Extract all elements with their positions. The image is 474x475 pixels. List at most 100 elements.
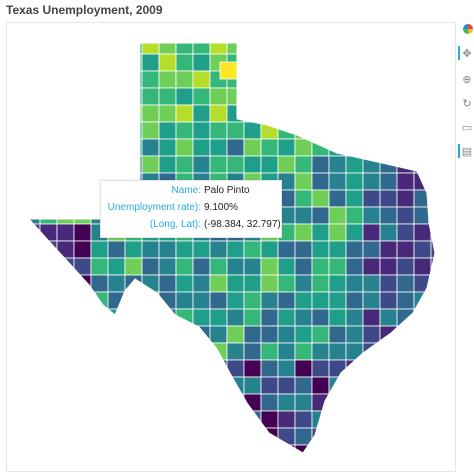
county-shape[interactable] [396,359,415,378]
county-shape[interactable] [329,462,346,473]
county-shape[interactable] [311,376,330,395]
county-shape[interactable] [430,376,448,395]
county-shape[interactable] [226,376,245,395]
county-shape[interactable] [23,308,41,327]
county-shape[interactable] [23,240,41,259]
county-shape[interactable] [363,462,380,473]
county-shape[interactable] [396,308,415,327]
county-shape[interactable] [73,37,92,55]
county-shape[interactable] [345,291,364,310]
county-shape[interactable] [56,342,75,361]
county-shape[interactable] [260,87,279,106]
county-shape[interactable] [39,223,58,242]
county-shape[interactable] [90,70,109,89]
county-shape[interactable] [431,462,448,473]
county-shape[interactable] [362,87,381,106]
county-shape[interactable] [23,155,41,174]
county-shape[interactable] [413,257,432,276]
county-shape[interactable] [396,257,415,276]
county-shape[interactable] [39,189,58,208]
county-shape[interactable] [430,393,448,412]
county-shape[interactable] [413,172,432,191]
county-shape[interactable] [107,138,126,157]
county-shape[interactable] [294,359,313,378]
county-shape[interactable] [39,444,58,462]
county-shape[interactable] [23,376,41,395]
county-shape[interactable] [226,427,245,446]
county-shape[interactable] [39,427,58,446]
county-shape[interactable] [345,427,364,446]
county-shape[interactable] [362,172,381,191]
county-shape[interactable] [413,444,432,462]
county-shape[interactable] [362,393,381,412]
county-shape[interactable] [362,376,381,395]
county-shape[interactable] [328,308,347,327]
county-shape[interactable] [39,410,58,429]
county-shape[interactable] [413,104,432,123]
county-shape[interactable] [56,291,75,310]
county-shape[interactable] [328,257,347,276]
county-shape[interactable] [73,291,92,310]
county-shape[interactable] [243,427,262,446]
county-shape[interactable] [175,291,194,310]
county-shape[interactable] [328,121,347,140]
county-shape[interactable] [413,240,432,259]
county-shape[interactable] [124,393,143,412]
county-shape[interactable] [328,37,347,55]
county-shape[interactable] [141,37,160,55]
county-shape[interactable] [141,53,160,72]
county-shape[interactable] [396,121,415,140]
county-shape[interactable] [277,240,296,259]
county-shape[interactable] [345,325,364,344]
county-shape[interactable] [73,172,92,191]
county-shape[interactable] [362,274,381,293]
county-shape[interactable] [345,70,364,89]
county-shape[interactable] [124,121,143,140]
county-shape[interactable] [73,308,92,327]
county-shape[interactable] [107,359,126,378]
county-shape[interactable] [278,462,295,473]
county-shape[interactable] [141,410,160,429]
county-shape[interactable] [311,291,330,310]
county-shape[interactable] [311,410,330,429]
county-shape[interactable] [158,359,177,378]
county-shape[interactable] [226,444,245,462]
county-shape[interactable] [345,342,364,361]
county-shape[interactable] [396,53,415,72]
county-shape[interactable] [74,462,91,473]
county-shape[interactable] [295,462,312,473]
county-shape[interactable] [328,70,347,89]
county-shape[interactable] [294,444,313,462]
county-shape[interactable] [56,308,75,327]
county-shape[interactable] [226,240,245,259]
county-shape[interactable] [345,308,364,327]
county-shape[interactable] [141,291,160,310]
county-shape[interactable] [379,138,398,157]
county-shape[interactable] [243,37,262,55]
county-shape[interactable] [345,172,364,191]
county-shape[interactable] [430,359,448,378]
county-shape[interactable] [396,342,415,361]
county-shape[interactable] [311,87,330,106]
county-shape[interactable] [362,359,381,378]
county-shape[interactable] [260,376,279,395]
county-shape[interactable] [227,462,244,473]
county-shape[interactable] [124,240,143,259]
texas-county-map[interactable] [7,23,457,473]
county-shape[interactable] [107,257,126,276]
county-shape[interactable] [260,53,279,72]
county-shape[interactable] [39,172,58,191]
county-shape[interactable] [175,325,194,344]
county-shape[interactable] [277,70,296,89]
county-shape[interactable] [345,189,364,208]
county-shape[interactable] [277,155,296,174]
county-shape[interactable] [124,308,143,327]
county-shape[interactable] [294,121,313,140]
county-shape[interactable] [362,70,381,89]
county-shape[interactable] [328,104,347,123]
county-shape[interactable] [345,121,364,140]
county-shape[interactable] [243,308,262,327]
county-shape[interactable] [56,240,75,259]
county-shape[interactable] [209,138,228,157]
county-shape[interactable] [328,427,347,446]
